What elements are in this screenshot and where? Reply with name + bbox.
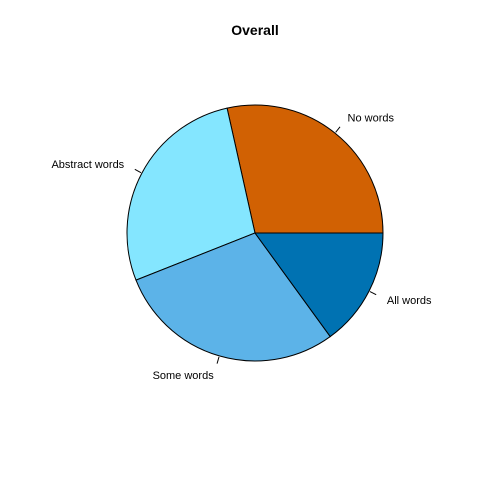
pie-slice-all-words bbox=[254, 232, 384, 338]
pie-leader-line bbox=[216, 356, 220, 364]
chart-title: Overall bbox=[231, 22, 278, 38]
pie-labels: No words Abstract words Some words All word… bbox=[51, 113, 432, 383]
pie-leader-line bbox=[369, 291, 377, 296]
pie-label: All words bbox=[387, 295, 432, 307]
pie-label: Some words bbox=[153, 370, 215, 382]
pie-slice-abstract-words bbox=[126, 107, 256, 281]
pie-slices bbox=[126, 104, 384, 362]
pie-slice-some-words bbox=[135, 232, 331, 362]
pie-leader-line bbox=[134, 168, 142, 174]
pie-leader-line bbox=[335, 126, 341, 133]
pie-label: Abstract words bbox=[51, 159, 124, 171]
pie-slice-no-words bbox=[226, 104, 384, 234]
pie-label: No words bbox=[348, 113, 395, 125]
